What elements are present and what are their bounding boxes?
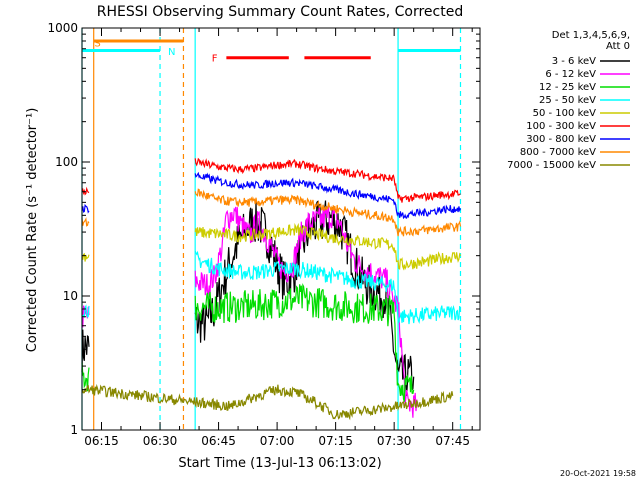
legend-header: Att 0: [606, 41, 630, 52]
y-axis-label: Corrected Count Rate (s⁻¹ detector⁻¹): [25, 108, 40, 353]
series-line: [81, 186, 90, 196]
status-labels: S N F: [94, 38, 217, 64]
x-tick-label: 07:30: [377, 434, 412, 448]
series-line: [194, 282, 415, 402]
series-line: [194, 205, 419, 418]
series-line: [81, 252, 90, 262]
legend-label: 50 - 100 keV: [533, 108, 597, 119]
x-tick-label: 07:45: [435, 434, 470, 448]
y-tick-label: 10: [63, 289, 78, 303]
series-line: [81, 383, 454, 421]
series-line: [81, 362, 90, 392]
series-line: [194, 171, 462, 220]
legend-label: 6 - 12 keV: [545, 69, 596, 80]
legend-header: Det 1,3,4,5,6,9,: [552, 30, 630, 41]
series-line: [194, 157, 461, 203]
series-line: [194, 188, 462, 237]
legend-label: 7000 - 15000 keV: [507, 160, 596, 171]
status-label: F: [212, 54, 218, 65]
legend-label: 12 - 25 keV: [539, 82, 596, 93]
series-line: [194, 222, 462, 271]
legend-label: 3 - 6 keV: [552, 56, 596, 67]
series-line: [81, 304, 90, 319]
series-lines: [81, 157, 462, 421]
legend: Det 1,3,4,5,6,9,Att 0 3 - 6 keV 6 - 12 keV…: [507, 30, 630, 171]
status-label: S: [94, 38, 100, 49]
series-line: [81, 203, 90, 214]
x-tick-label: 06:45: [201, 434, 236, 448]
x-tick-label: 07:15: [318, 434, 353, 448]
plot-axes: 1 10 100 1000 06:15 06:30 06:45 07:00 07:15 07:30…: [47, 21, 481, 448]
series-line: [81, 217, 90, 227]
chart-title: RHESSI Observing Summary Count Rates, Co…: [97, 4, 463, 20]
x-tick-label: 06:15: [84, 434, 119, 448]
plot-frame: [81, 27, 481, 431]
status-label: N: [168, 47, 175, 58]
legend-label: 300 - 800 keV: [526, 134, 596, 145]
status-bars: [82, 39, 461, 60]
timestamp-footer: 20-Oct-2021 19:58: [560, 469, 636, 478]
x-tick-label: 07:00: [260, 434, 295, 448]
x-tick-label: 06:30: [143, 434, 178, 448]
series-line: [194, 200, 415, 396]
x-axis-label: Start Time (13-Jul-13 06:13:02): [178, 456, 381, 471]
y-tick-label: 100: [55, 155, 78, 169]
series-line: [194, 250, 462, 325]
legend-label: 100 - 300 keV: [526, 121, 596, 132]
y-tick-label: 1000: [47, 21, 78, 35]
series-line: [81, 329, 90, 373]
legend-label: 25 - 50 keV: [539, 95, 596, 106]
legend-label: 800 - 7000 keV: [520, 147, 596, 158]
y-tick-label: 1: [70, 423, 78, 437]
